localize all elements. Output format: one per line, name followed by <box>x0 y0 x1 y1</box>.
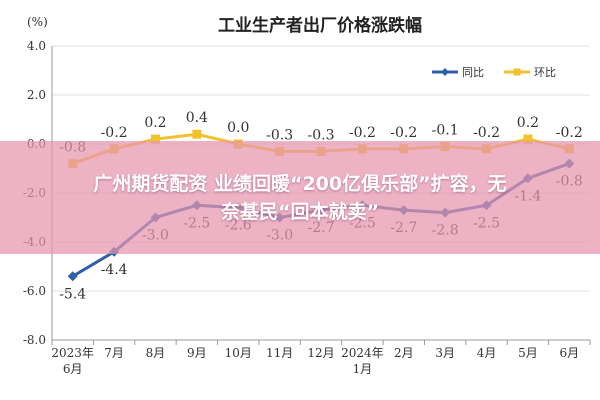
x-tick-label: 8月 <box>146 346 166 360</box>
y-tick-label: 4.0 <box>27 39 46 53</box>
legend-label: 环比 <box>534 66 556 79</box>
x-tick-label: 11月 <box>266 346 293 360</box>
x-tick-label: 4月 <box>477 346 497 360</box>
data-label: 0.2 <box>144 115 166 131</box>
data-label: -0.2 <box>473 125 500 141</box>
x-tick-label: 10月 <box>225 346 252 360</box>
x-tick-label: 2024年 <box>341 346 384 360</box>
data-label: 0.4 <box>186 110 208 126</box>
x-tick-label: 6月 <box>63 362 83 376</box>
overlay-banner: 广州期货配资 业绩回暖“200亿俱乐部”扩容，无 奈基民“回本就卖” <box>0 141 600 254</box>
data-label: -0.1 <box>432 122 459 138</box>
data-label: -4.4 <box>101 262 128 278</box>
x-tick-label: 2023年 <box>51 346 94 360</box>
x-tick-label: 7月 <box>104 346 124 360</box>
x-tick-label: 3月 <box>435 346 455 360</box>
x-tick-label: 9月 <box>187 346 207 360</box>
banner-line-2: 奈基民“回本就卖” <box>221 198 379 226</box>
data-label: -0.2 <box>101 125 128 141</box>
data-label: -5.4 <box>59 286 86 302</box>
data-label: 0.0 <box>227 120 249 136</box>
legend-marker <box>441 68 449 76</box>
legend-marker <box>514 69 521 76</box>
y-tick-label: 2.0 <box>27 88 46 102</box>
data-label: 0.2 <box>517 115 539 131</box>
x-tick-label: 1月 <box>353 362 373 376</box>
x-tick-label: 5月 <box>518 346 538 360</box>
data-label: -0.2 <box>349 125 376 141</box>
chart-title: 工业生产者出厂价格涨跌幅 <box>218 15 422 36</box>
y-tick-label: -8.0 <box>23 333 46 347</box>
banner-line-1: 广州期货配资 业绩回暖“200亿俱乐部”扩容，无 <box>93 170 506 198</box>
data-point <box>192 130 201 139</box>
data-label: -0.2 <box>390 125 417 141</box>
x-tick-label: 2月 <box>394 346 414 360</box>
x-tick-label: 6月 <box>559 346 579 360</box>
legend-label: 同比 <box>462 66 484 79</box>
y-axis-unit: (%) <box>27 15 48 29</box>
data-label: -0.2 <box>556 125 583 141</box>
x-tick-label: 12月 <box>307 346 334 360</box>
y-tick-label: -6.0 <box>23 284 46 298</box>
